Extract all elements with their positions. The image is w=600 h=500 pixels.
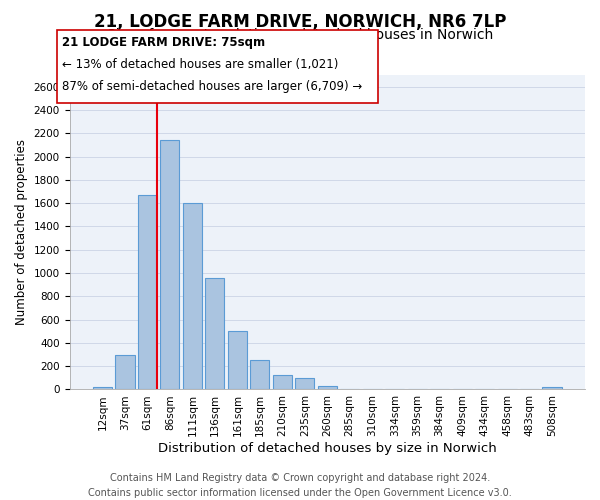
- X-axis label: Distribution of detached houses by size in Norwich: Distribution of detached houses by size …: [158, 442, 497, 455]
- Text: Contains HM Land Registry data © Crown copyright and database right 2024.
Contai: Contains HM Land Registry data © Crown c…: [88, 472, 512, 498]
- Bar: [228, 330, 247, 390]
- Bar: [318, 386, 337, 390]
- Text: 21 LODGE FARM DRIVE: 75sqm: 21 LODGE FARM DRIVE: 75sqm: [62, 36, 265, 49]
- Bar: [295, 378, 314, 390]
- Y-axis label: Number of detached properties: Number of detached properties: [15, 139, 28, 325]
- Text: ← 13% of detached houses are smaller (1,021): ← 13% of detached houses are smaller (1,…: [62, 58, 338, 71]
- Bar: [183, 203, 202, 390]
- Text: Size of property relative to detached houses in Norwich: Size of property relative to detached ho…: [107, 28, 493, 42]
- Text: 87% of semi-detached houses are larger (6,709) →: 87% of semi-detached houses are larger (…: [62, 80, 362, 93]
- Bar: [138, 195, 157, 390]
- Bar: [273, 376, 292, 390]
- Bar: [250, 360, 269, 390]
- Bar: [205, 278, 224, 390]
- Text: 21, LODGE FARM DRIVE, NORWICH, NR6 7LP: 21, LODGE FARM DRIVE, NORWICH, NR6 7LP: [94, 12, 506, 30]
- Bar: [160, 140, 179, 390]
- Bar: [542, 387, 562, 390]
- Bar: [93, 387, 112, 390]
- Bar: [115, 355, 134, 390]
